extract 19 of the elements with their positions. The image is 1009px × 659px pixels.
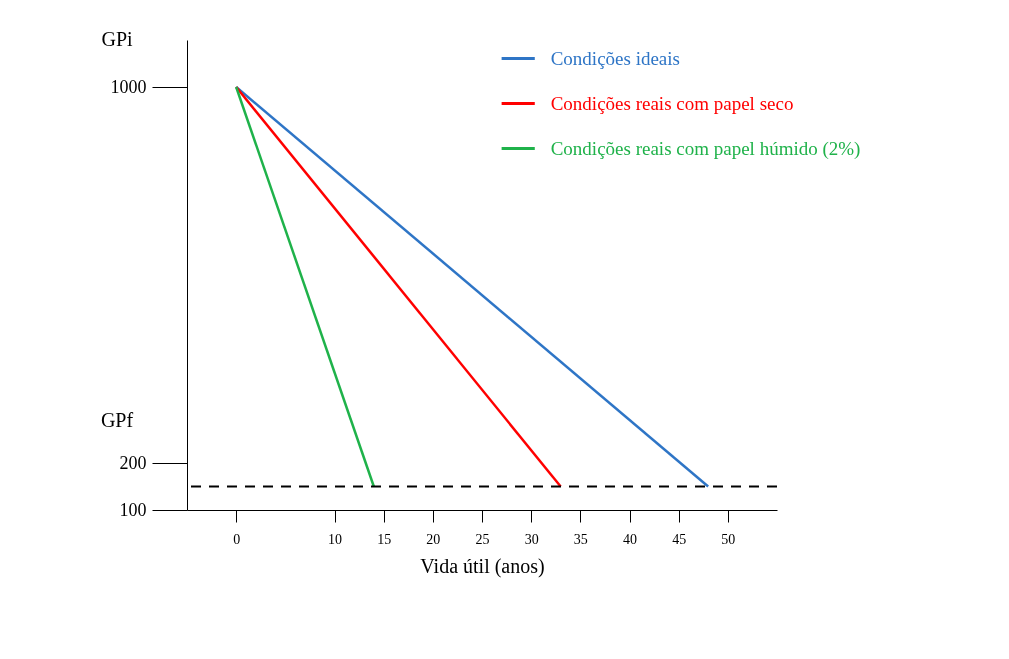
- x-tick-label: 40: [623, 531, 637, 547]
- legend-label: Condições reais com papel húmido (2%): [550, 137, 861, 160]
- y-tick-label: 1000: [110, 76, 147, 97]
- x-tick-label: 30: [524, 531, 539, 547]
- x-tick-label: 25: [475, 531, 490, 547]
- x-tick-label: 20: [426, 531, 441, 547]
- y-tick-label: 100: [119, 499, 147, 520]
- x-tick-label: 0: [233, 531, 241, 547]
- legend-label: Condições reais com papel seco: [550, 92, 794, 114]
- x-axis-title: Vida útil (anos): [420, 554, 545, 578]
- x-tick-label: 10: [328, 531, 342, 547]
- x-tick-label: 35: [573, 531, 588, 547]
- legend-label: Condições ideais: [550, 47, 680, 69]
- x-tick-label: 50: [721, 531, 736, 547]
- x-tick-label: 45: [672, 531, 687, 547]
- text: GPf: [100, 408, 134, 431]
- text: GPi: [101, 28, 133, 50]
- x-tick-label: 15: [377, 531, 392, 547]
- y-tick-label: 200: [119, 452, 147, 473]
